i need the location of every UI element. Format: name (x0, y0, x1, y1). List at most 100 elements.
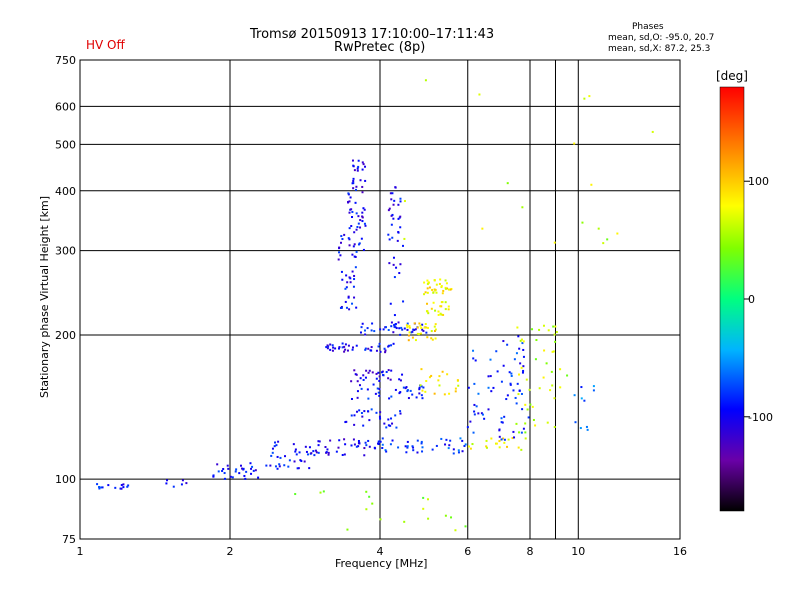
data-point (212, 474, 215, 477)
y-tick-label: 75 (62, 533, 76, 546)
data-point (416, 439, 419, 442)
data-point (362, 163, 365, 166)
data-point (276, 467, 279, 470)
data-point (98, 486, 101, 489)
data-point (442, 313, 445, 316)
data-point (345, 286, 348, 289)
data-point (367, 347, 370, 350)
data-point (357, 243, 360, 246)
data-point (498, 440, 501, 443)
data-point (454, 529, 457, 532)
data-point (389, 424, 392, 427)
data-point (391, 236, 394, 239)
data-point (487, 375, 490, 378)
data-point (459, 437, 462, 440)
data-point (520, 366, 523, 369)
data-point (441, 370, 444, 373)
data-point (525, 378, 528, 381)
data-point (413, 322, 416, 325)
data-point (325, 346, 328, 349)
data-point (343, 350, 346, 353)
data-point (586, 428, 589, 431)
data-point (498, 446, 501, 449)
data-point (356, 380, 359, 383)
data-point (292, 443, 295, 446)
data-point (298, 451, 301, 454)
data-point (421, 450, 424, 453)
data-point (545, 362, 548, 365)
data-point (433, 279, 436, 282)
data-point (512, 389, 515, 392)
data-point (293, 460, 296, 463)
data-point (519, 339, 522, 342)
data-point (481, 227, 484, 230)
data-point (229, 475, 232, 478)
data-point (454, 390, 457, 393)
data-point (413, 328, 416, 331)
data-point (339, 254, 342, 257)
data-point (353, 243, 356, 246)
data-point (418, 322, 421, 325)
data-point (426, 326, 429, 329)
data-point (353, 278, 356, 281)
data-point (365, 508, 368, 511)
data-point (521, 206, 524, 209)
data-point (399, 333, 402, 336)
data-point (522, 340, 525, 343)
data-point (411, 330, 414, 333)
data-point (315, 451, 318, 454)
data-point (448, 444, 451, 447)
data-point (405, 324, 408, 327)
data-point (367, 397, 370, 400)
data-point (312, 450, 315, 453)
grid (80, 60, 680, 539)
data-point (471, 443, 474, 446)
data-point (427, 517, 430, 520)
data-point (273, 445, 276, 448)
data-point (439, 305, 442, 308)
data-point (480, 412, 483, 415)
data-point (357, 159, 360, 162)
data-points (96, 79, 654, 532)
data-point (347, 295, 350, 298)
data-point (231, 476, 234, 479)
data-point (469, 447, 472, 450)
x-tick-label: 8 (527, 545, 534, 558)
data-point (421, 446, 424, 449)
data-point (394, 388, 397, 391)
data-point (391, 192, 394, 195)
data-point (296, 467, 299, 470)
data-point (500, 438, 503, 441)
data-point (444, 443, 447, 446)
colorbar-tick-label: 100 (748, 175, 769, 188)
data-point (401, 244, 404, 247)
data-point (527, 416, 530, 419)
data-point (439, 278, 442, 281)
data-point (360, 412, 363, 415)
data-point (432, 291, 435, 294)
data-point (432, 301, 435, 304)
data-point (367, 439, 370, 442)
data-point (518, 347, 521, 350)
data-point (406, 326, 409, 329)
data-point (390, 223, 393, 226)
data-point (329, 439, 332, 442)
data-point (317, 444, 320, 447)
data-point (364, 347, 367, 350)
data-point (364, 348, 367, 351)
data-point (341, 454, 344, 457)
data-point (314, 449, 317, 452)
data-point (318, 440, 321, 443)
data-point (350, 397, 353, 400)
data-point (419, 324, 422, 327)
data-point (461, 450, 464, 453)
data-point (403, 200, 406, 203)
data-point (120, 487, 123, 490)
data-point (381, 447, 384, 450)
data-point (449, 288, 452, 291)
data-point (375, 349, 378, 352)
data-point (473, 413, 476, 416)
data-point (581, 221, 584, 224)
data-point (382, 328, 385, 331)
data-point (473, 382, 476, 385)
